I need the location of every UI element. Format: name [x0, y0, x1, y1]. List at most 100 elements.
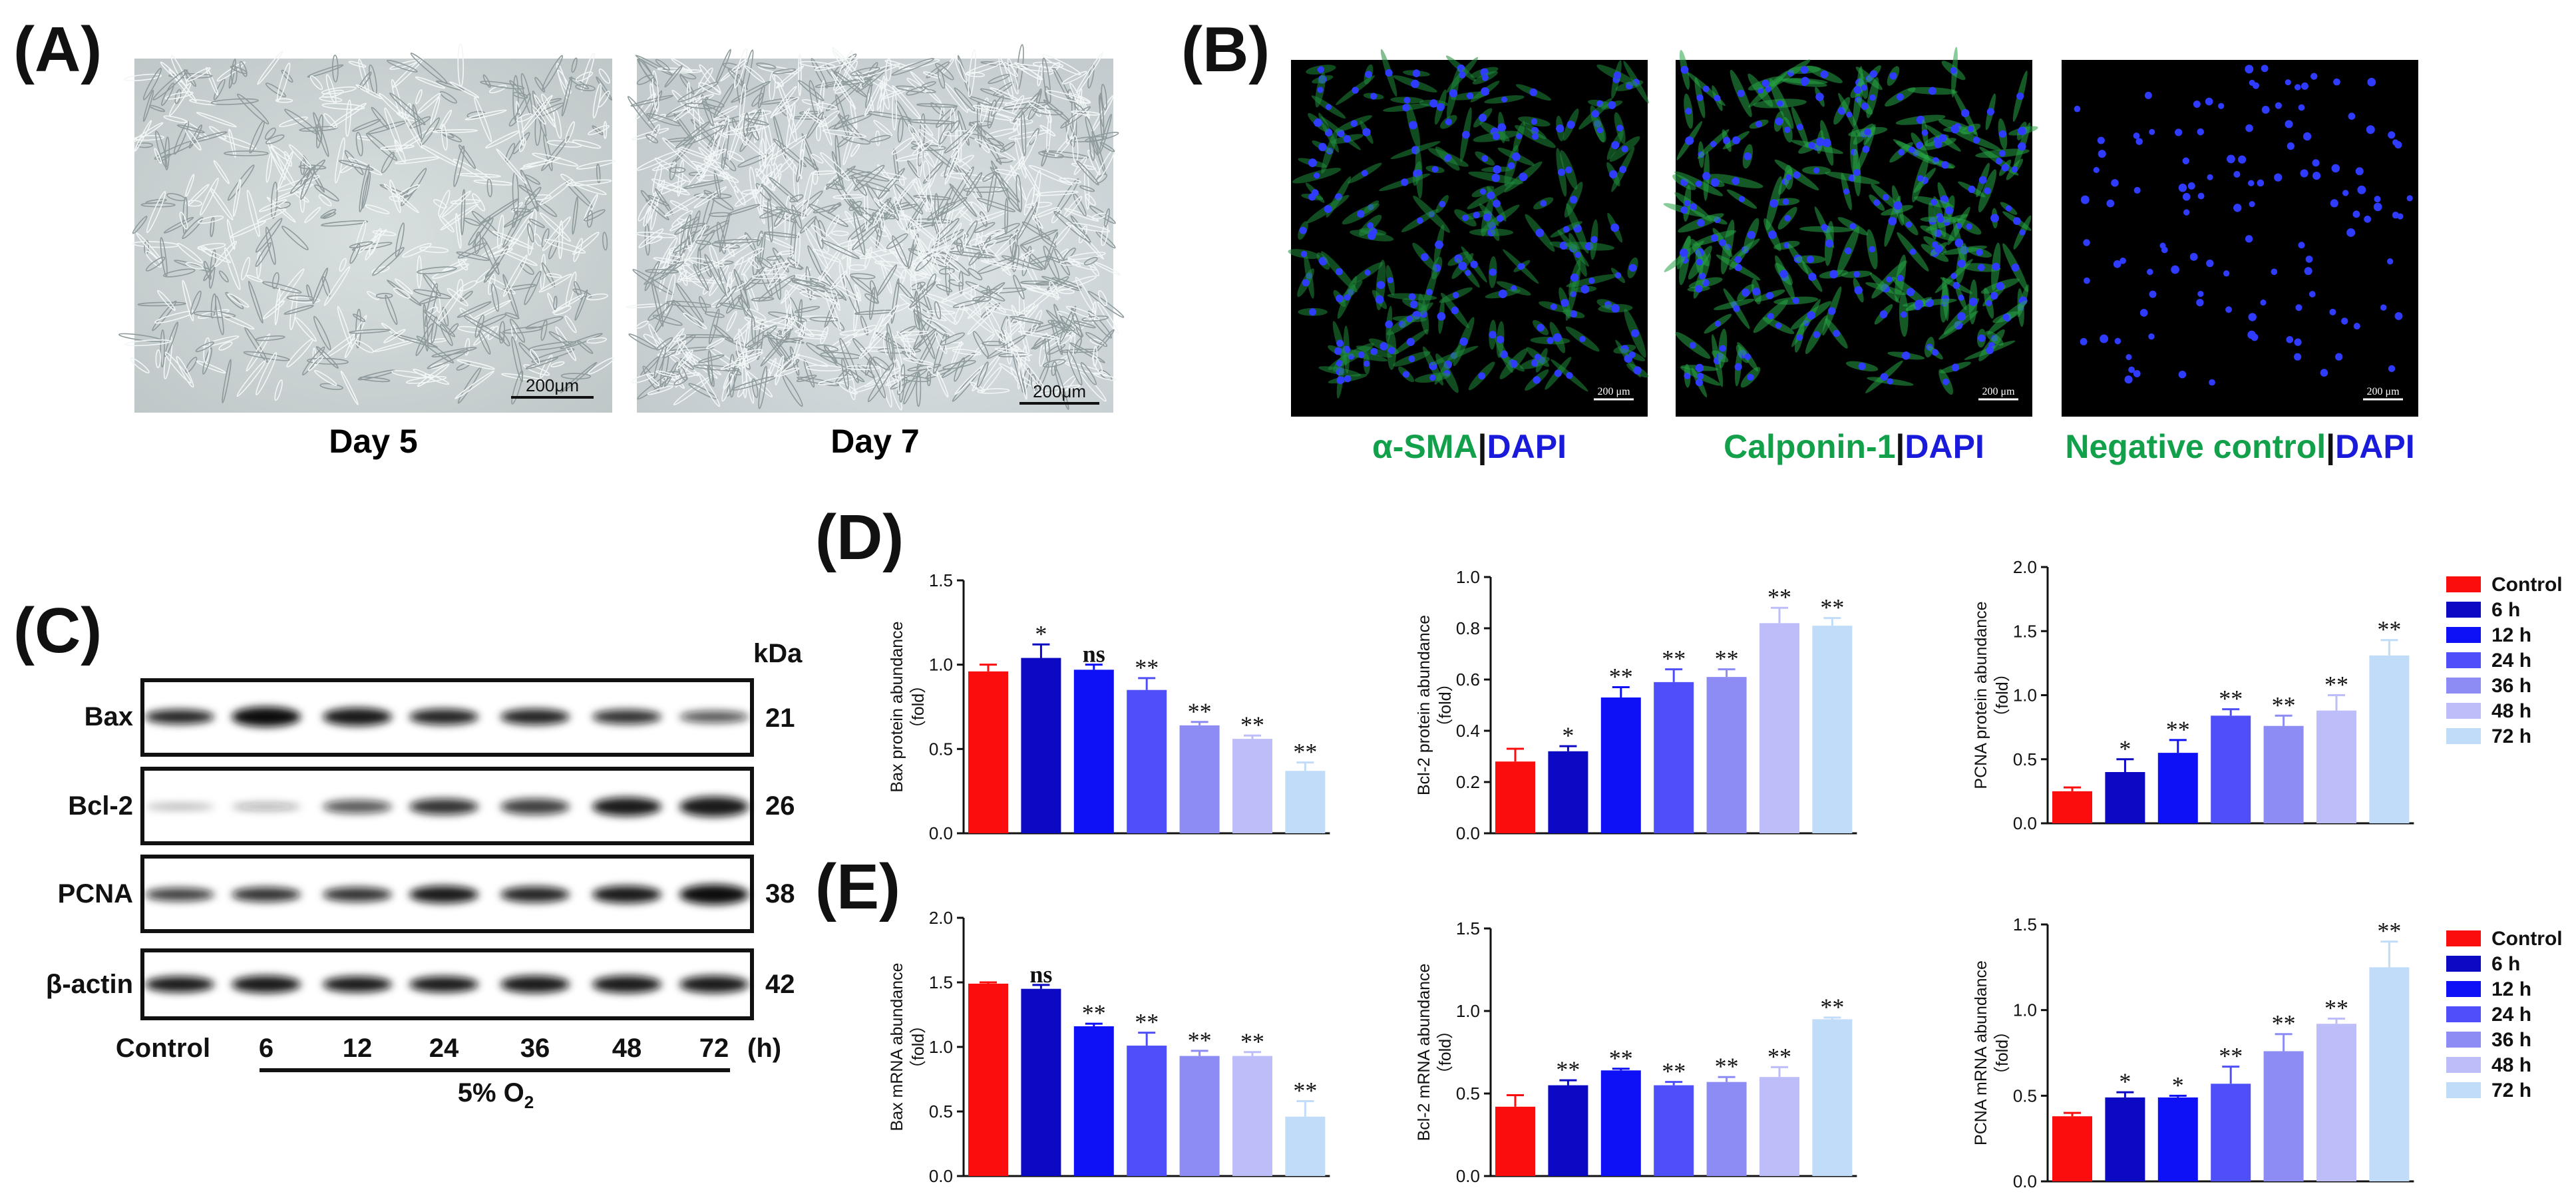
y-tick-label: 1.5 — [1456, 918, 1480, 938]
bar — [2211, 715, 2251, 823]
y-tick-label: 0.5 — [929, 739, 953, 759]
significance-label: * — [2119, 735, 2131, 762]
y-tick-label: 0.6 — [1456, 670, 1480, 690]
western-blot — [140, 678, 754, 1020]
significance-label: ** — [1135, 654, 1159, 681]
bar — [1127, 1046, 1167, 1176]
bar — [1759, 623, 1799, 833]
y-tick-label: 0.0 — [2013, 813, 2037, 833]
bar — [2263, 725, 2304, 823]
legend-swatch — [2446, 576, 2481, 592]
bar — [1812, 1019, 1853, 1176]
significance-label: ** — [2219, 686, 2243, 712]
y-tick-label: 2.0 — [929, 908, 953, 928]
chart-d1: 0.0 0.5 1.0 1.5 Bax protein abundance （fold） *… — [888, 570, 1330, 843]
significance-label: ** — [1556, 1056, 1580, 1083]
bar — [2316, 710, 2356, 823]
significance-label: ** — [1820, 594, 1844, 621]
legend-swatch — [2446, 703, 2481, 719]
bar — [2369, 655, 2410, 823]
y-tick-label: 1.0 — [2013, 686, 2037, 705]
legend-label: 72 h — [2491, 725, 2531, 747]
significance-label: ** — [1293, 739, 1317, 765]
y-tick-label: 1.0 — [2013, 1000, 2037, 1020]
y-tick-label: 0.0 — [1456, 823, 1480, 843]
y-axis-label: PCNA protein abundance — [1972, 601, 1990, 789]
significance-label: ** — [1767, 584, 1791, 610]
significance-label: ** — [2219, 1043, 2243, 1070]
bar — [2157, 1097, 2198, 1181]
protein-label-bcl2: Bcl-2 — [68, 791, 133, 821]
y-axis-unit: （fold） — [1436, 675, 1455, 735]
significance-label: ns — [1083, 641, 1105, 668]
legend-label: 48 h — [2491, 700, 2531, 722]
kda-value-pcna: 38 — [765, 879, 795, 908]
y-tick-label: 0.4 — [1456, 721, 1480, 741]
fluorescence-calponin: 200 μm — [1663, 47, 2038, 417]
micrograph-day7: 200μm — [626, 44, 1125, 413]
lane-unit: (h) — [747, 1034, 781, 1063]
significance-label: ** — [1240, 1028, 1264, 1055]
y-tick-label: 0.0 — [929, 1166, 953, 1186]
panel-label-e: (E) — [815, 851, 900, 922]
significance-label: ** — [2272, 1010, 2296, 1037]
y-tick-label: 1.0 — [929, 655, 953, 675]
significance-label: ** — [1820, 994, 1844, 1020]
significance-label: ** — [1188, 698, 1212, 725]
bar — [2211, 1084, 2251, 1181]
bar — [1179, 725, 1220, 833]
significance-label: * — [1562, 722, 1574, 749]
y-axis-label: Bax mRNA abundance — [888, 963, 906, 1131]
significance-label: ** — [1609, 1045, 1633, 1072]
y-tick-label: 1.5 — [929, 570, 953, 590]
significance-label: ** — [1715, 1053, 1739, 1080]
fluorescence-negative-control: 200 μm — [2062, 60, 2418, 417]
chart-d2: 0.0 0.2 0.4 0.6 0.8 1.0 Bcl-2 protein abundanc… — [1415, 567, 1857, 843]
significance-label: ** — [2324, 672, 2348, 698]
legend-label: Control — [2491, 574, 2563, 596]
protein-label-beta-actin: β-actin — [46, 970, 133, 999]
legend-e: Control 6 h 12 h 24 h 36 h 48 h 72 h — [2446, 928, 2563, 1101]
caption-calponin: Calponin-1|DAPI — [1724, 428, 1984, 466]
y-axis-unit: （fold） — [1993, 1023, 2012, 1083]
y-axis-unit: （fold） — [909, 1017, 928, 1077]
kda-value-beta-actin: 42 — [765, 970, 795, 999]
legend-label: 6 h — [2491, 599, 2520, 621]
legend-label: 36 h — [2491, 675, 2531, 697]
bar — [1021, 658, 1061, 833]
bar — [1548, 751, 1588, 833]
legend-swatch — [2446, 1057, 2481, 1073]
bar — [1285, 771, 1326, 833]
significance-label: * — [2119, 1068, 2131, 1095]
legend-label: 36 h — [2491, 1029, 2531, 1051]
lane-label: 72 — [699, 1034, 729, 1063]
significance-label: ** — [1767, 1043, 1791, 1070]
y-tick-label: 0.5 — [929, 1101, 953, 1121]
significance-label: ** — [1293, 1077, 1317, 1103]
y-axis-label: Bcl-2 mRNA abundance — [1415, 964, 1433, 1141]
panel-label-b: (B) — [1181, 14, 1270, 85]
legend-swatch — [2446, 627, 2481, 643]
legend-swatch — [2446, 602, 2481, 618]
legend-label: 12 h — [2491, 624, 2531, 646]
significance-label: ** — [2377, 918, 2401, 944]
bar — [1654, 1085, 1694, 1176]
bar — [1600, 1070, 1641, 1176]
bar — [2105, 772, 2145, 823]
lane-label: 6 — [259, 1034, 274, 1063]
bar — [1232, 1056, 1272, 1176]
lane-labels: Control 6 12 24 36 48 72 (h) — [116, 1034, 781, 1063]
fluorescence-alpha-sma: 200 μm — [1288, 49, 1649, 417]
y-tick-label: 0.5 — [2013, 1086, 2037, 1105]
bar — [968, 983, 1008, 1176]
scale-bar-label: 200μm — [526, 375, 579, 395]
legend-swatch — [2446, 1032, 2481, 1048]
significance-label: ** — [1135, 1009, 1159, 1036]
bar — [2052, 791, 2092, 823]
bar — [1706, 677, 1747, 833]
significance-label: ** — [1662, 646, 1686, 672]
y-tick-label: 0.2 — [1456, 772, 1480, 792]
y-tick-label: 0.5 — [2013, 749, 2037, 769]
